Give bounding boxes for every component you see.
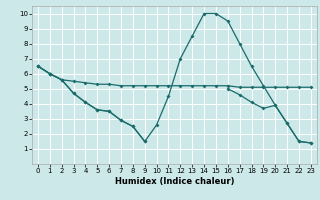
X-axis label: Humidex (Indice chaleur): Humidex (Indice chaleur) <box>115 177 234 186</box>
